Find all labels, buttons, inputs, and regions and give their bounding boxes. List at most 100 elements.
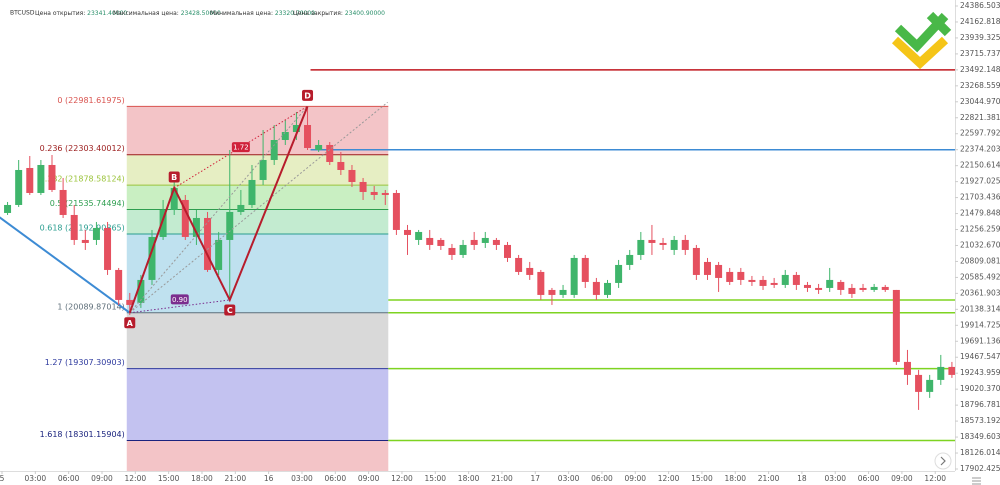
fib-zone: [126, 312, 389, 369]
x-tick-label: 18:00: [724, 474, 746, 483]
candle-body: [548, 289, 556, 295]
y-tick-label: 20809.08130: [960, 256, 1000, 265]
y-tick-label: 21927.02580: [960, 177, 1000, 186]
candle-body: [15, 169, 23, 205]
x-tick-label: 03:00: [291, 474, 313, 483]
x-tick-label: 21:00: [491, 474, 513, 483]
x-tick-label: 18:00: [458, 474, 480, 483]
header-value: 23428.50000: [181, 10, 221, 17]
candle-body: [670, 239, 678, 250]
candle-body: [404, 229, 412, 235]
x-tick-label: 06:00: [324, 474, 346, 483]
y-tick-label: 24162.81890: [960, 17, 1000, 26]
candle-body: [337, 161, 345, 170]
y-tick-label: 21479.84800: [960, 209, 1000, 218]
y-tick-label: 19467.54790: [960, 352, 1000, 361]
candle-body: [104, 227, 112, 270]
y-tick-label: 19243.95900: [960, 368, 1000, 377]
y-tick-label: 23715.73700: [960, 49, 1000, 58]
x-tick-label: 16: [264, 474, 274, 483]
settings-icon[interactable]: [972, 477, 981, 485]
y-tick-label: 22597.79250: [960, 129, 1000, 138]
ratio-line: [129, 299, 230, 314]
y-tick-label: 24386.50370: [960, 1, 1000, 10]
candle-body: [826, 279, 834, 288]
y-tick-label: 18796.78120: [960, 400, 1000, 409]
x-tick-label: 12:00: [125, 474, 147, 483]
fib-zone: [126, 234, 389, 313]
y-tick-label: 22821.38140: [960, 113, 1000, 122]
x-tick-label: 12:00: [391, 474, 413, 483]
fib-label: 1.27 (19307.30903): [45, 358, 125, 367]
candle-body: [748, 279, 756, 282]
candle-body: [592, 281, 600, 295]
y-tick-label: 19691.13680: [960, 336, 1000, 345]
candle-body: [792, 274, 800, 285]
candle-body: [426, 237, 434, 245]
candle-body: [848, 287, 856, 294]
candle-body: [370, 191, 378, 195]
y-tick-label: 21703.43690: [960, 193, 1000, 202]
candle-body: [881, 286, 889, 290]
ratio-label: 1.72: [233, 144, 249, 152]
x-tick-label: 15:00: [691, 474, 713, 483]
y-tick-label: 23939.32590: [960, 33, 1000, 42]
trend-line: [0, 216, 131, 314]
x-tick-label: 06:00: [58, 474, 80, 483]
candle-body: [759, 279, 767, 286]
candle-body: [859, 287, 867, 290]
header-value: 23400.90000: [345, 10, 385, 17]
point-badge: [124, 317, 136, 329]
x-tick-label: 15:00: [424, 474, 446, 483]
logo: [891, 11, 952, 70]
fib-label: 0.5 (21535.74494): [50, 199, 125, 208]
pattern-line: [128, 105, 309, 314]
candle-body: [837, 281, 845, 290]
candle-body: [915, 374, 923, 392]
candle-body: [437, 239, 445, 246]
candle-body: [359, 181, 367, 192]
candle-body: [926, 379, 934, 392]
candle-body: [870, 286, 878, 290]
fib-label: 1.618 (18301.15904): [40, 430, 125, 439]
candle-body: [381, 192, 389, 195]
point-badge: [224, 304, 236, 316]
candle-body: [703, 261, 711, 275]
candle-body: [681, 239, 689, 250]
scroll-button[interactable]: [934, 452, 952, 470]
x-tick-label: 17: [531, 474, 541, 483]
candle-body: [304, 124, 312, 148]
candle-body: [615, 264, 623, 283]
header-item: Цена открытия: 23341.40000: [35, 10, 127, 17]
x-tick-label: 18: [797, 474, 807, 483]
fib-zone: [126, 440, 389, 471]
x-tick-label: 12:00: [924, 474, 946, 483]
candle-body: [715, 264, 723, 278]
ratio-badge: [231, 142, 250, 153]
x-tick-label: 21:00: [758, 474, 780, 483]
candle-body: [326, 144, 334, 162]
candle-body: [281, 131, 289, 140]
candle-body: [148, 236, 156, 280]
header-label: Цена открытия:: [35, 10, 85, 17]
candle-body: [892, 289, 900, 362]
candle-body: [248, 179, 256, 205]
candle-body: [448, 247, 456, 255]
symbol: BTCUSD: [10, 10, 35, 17]
y-tick-label: 23492.14810: [960, 65, 1000, 74]
y-tick-label: 20361.90350: [960, 288, 1000, 297]
header-label: Минимальная цена:: [210, 10, 273, 17]
y-tick-label: 22374.20360: [960, 145, 1000, 154]
candle-body: [392, 192, 400, 230]
header-value: 23341.40000: [87, 10, 127, 17]
candle-body: [603, 282, 611, 295]
pattern-guide: [129, 105, 308, 314]
x-tick-label: 03:00: [558, 474, 580, 483]
y-tick-label: 21256.25910: [960, 225, 1000, 234]
candle-body: [204, 217, 212, 270]
candle-body: [37, 164, 45, 193]
candle-body: [192, 217, 200, 237]
candle-body: [81, 239, 89, 243]
